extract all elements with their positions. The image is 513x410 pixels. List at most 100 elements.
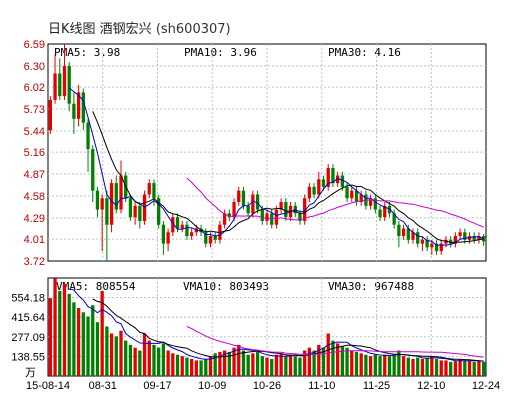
volume-bar — [189, 359, 194, 376]
candle-body — [62, 65, 67, 97]
pma5-label: PMA5: 3.98 — [54, 46, 121, 59]
candle-body — [171, 217, 175, 233]
candle-body — [114, 183, 118, 210]
volume-bar — [368, 356, 373, 376]
candle-body — [213, 236, 217, 240]
candle-body — [208, 236, 213, 244]
candle-body — [359, 194, 363, 203]
volume-bar — [472, 361, 476, 376]
volume-bar — [105, 326, 109, 376]
volume-bar — [227, 351, 231, 376]
volume-bar — [204, 359, 208, 376]
volume-bar — [430, 356, 434, 376]
candle-body — [345, 186, 349, 199]
volume-bar — [317, 344, 321, 376]
x-tick-label: 15-08-14 — [26, 380, 70, 392]
volume-bar — [72, 302, 76, 376]
candle-body — [105, 198, 109, 225]
candle-body — [453, 236, 458, 244]
candle-body — [383, 205, 387, 218]
volume-bar — [260, 356, 264, 376]
price-tick-label: 5.44 — [24, 126, 45, 138]
volume-bar — [303, 350, 307, 376]
volume-bar — [411, 359, 415, 376]
volume-bar — [477, 361, 481, 376]
volume-bar — [444, 360, 448, 376]
candle-body — [255, 194, 260, 210]
volume-bar — [449, 361, 453, 376]
candle-body — [321, 179, 326, 187]
candle-body — [279, 202, 283, 210]
volume-bar — [218, 351, 222, 376]
candle-body — [373, 198, 377, 210]
candle-body — [189, 232, 194, 237]
volume-bar — [213, 353, 217, 376]
candle-body — [430, 243, 434, 248]
pma30-line — [186, 177, 484, 228]
candle-body — [387, 205, 392, 214]
candle-body — [157, 198, 161, 225]
volume-bar — [128, 344, 133, 376]
candle-body — [368, 198, 373, 206]
volume-bar — [397, 350, 401, 376]
x-tick-label: 10-26 — [253, 380, 281, 392]
volume-unit-label: 万 — [25, 366, 36, 379]
volume-bar — [119, 330, 123, 376]
volume-bar — [161, 343, 166, 376]
candle-body — [241, 190, 246, 206]
candle-body — [58, 73, 62, 97]
volume-bar — [142, 333, 147, 376]
volume-bar — [157, 347, 161, 376]
volume-bar — [147, 340, 151, 376]
candle-body — [76, 92, 81, 119]
candle-body — [392, 213, 396, 225]
volume-bar — [288, 354, 293, 376]
volume-bar — [420, 359, 425, 376]
candle-body — [477, 236, 481, 240]
candle-body — [95, 190, 100, 210]
candle-body — [180, 224, 184, 229]
volume-bar — [58, 291, 62, 376]
volume-bar — [326, 333, 330, 376]
candle-body — [350, 190, 354, 199]
candle-body — [138, 205, 142, 221]
volume-bar — [387, 356, 392, 376]
volume-tick-label: 138.55 — [11, 351, 45, 363]
candle-body — [397, 224, 401, 237]
volume-bar — [124, 340, 128, 376]
price-tick-label: 5.16 — [24, 147, 45, 159]
price-tick-label: 3.72 — [24, 256, 45, 268]
volume-bar — [401, 356, 406, 376]
volume-bar — [166, 350, 170, 376]
candle-body — [401, 228, 406, 237]
candle-body — [251, 194, 255, 214]
candle-body — [354, 190, 359, 203]
volume-bar — [284, 356, 288, 376]
volume-bar — [91, 305, 95, 376]
candle-body — [147, 183, 151, 195]
candle-body — [312, 186, 316, 195]
vma5-label: VMA5: 808554 — [56, 280, 136, 293]
volume-bar — [307, 347, 312, 376]
candle-body — [425, 239, 429, 248]
candle-body — [48, 99, 53, 131]
candle-body — [303, 198, 307, 221]
stock-code: (sh600307) — [155, 22, 231, 37]
candle-body — [91, 149, 95, 191]
volume-bar — [378, 356, 382, 376]
candle-body — [411, 232, 415, 240]
pma30-label: PMA30: 4.16 — [328, 46, 401, 59]
x-tick-label: 10-09 — [198, 380, 226, 392]
volume-bar — [152, 344, 156, 376]
volume-bar — [175, 354, 180, 376]
price-tick-label: 4.87 — [24, 169, 45, 181]
pma10-label: PMA10: 3.96 — [184, 46, 257, 59]
volume-bar — [274, 354, 279, 376]
vma10-label: VMA10: 803493 — [183, 280, 270, 293]
volume-bar — [237, 344, 241, 376]
volume-bar — [62, 283, 67, 376]
volume-bar — [340, 346, 345, 376]
candle-body — [227, 213, 231, 218]
volume-bar — [222, 350, 227, 376]
